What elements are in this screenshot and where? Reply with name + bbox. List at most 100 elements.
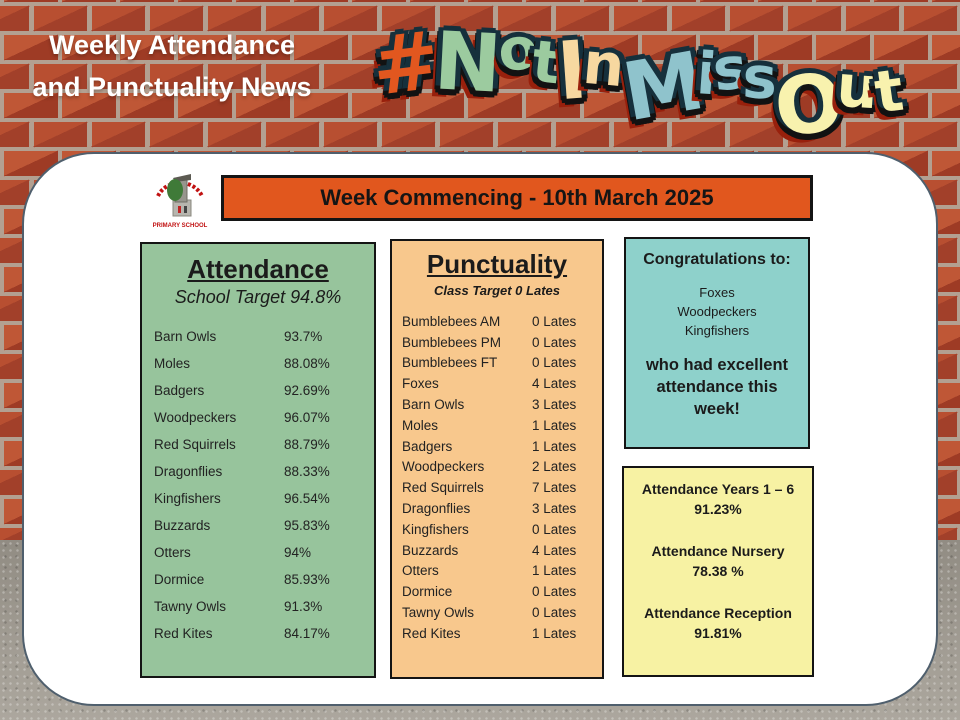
punctuality-row: Barn Owls 3 Lates (402, 394, 592, 415)
attendance-total-group: Attendance Nursery 78.38 % (630, 541, 806, 581)
attendance-row: Tawny Owls 91.3% (154, 593, 362, 620)
lates-value: 7 Lates (532, 480, 577, 496)
class-name: Badgers (402, 438, 453, 454)
attendance-total-value: 91.23% (694, 501, 742, 517)
class-name: Foxes (402, 376, 439, 392)
class-name: Red Squirrels (154, 437, 236, 452)
punctuality-row: Dragonflies 3 Lates (402, 498, 592, 519)
attendance-row: Moles 88.08% (154, 350, 362, 377)
school-logo-mark-red (178, 206, 181, 213)
class-name: Barn Owls (402, 397, 465, 413)
lates-value: 1 Lates (532, 438, 577, 454)
class-name: Kingfishers (402, 521, 469, 537)
punctuality-row: Bumblebees FT 0 Lates (402, 353, 592, 374)
page-title: Weekly Attendance and Punctuality News (16, 24, 328, 108)
punctuality-row: Woodpeckers 2 Lates (402, 457, 592, 478)
class-name: Otters (154, 545, 191, 560)
punctuality-row: Buzzards 4 Lates (402, 540, 592, 561)
lates-value: 1 Lates (532, 417, 577, 433)
attendance-value: 96.07% (284, 410, 330, 425)
class-name: Kingfishers (154, 491, 221, 506)
logo-word: # (367, 12, 445, 113)
punctuality-row: Moles 1 Lates (402, 415, 592, 436)
class-name: Moles (154, 356, 191, 371)
lates-value: 0 Lates (532, 605, 577, 621)
class-name: Bumblebees AM (402, 313, 501, 329)
school-logo-caption: PRIMARY SCHOOL (153, 223, 208, 229)
attendance-row: Badgers 92.69% (154, 377, 362, 404)
attendance-totals-panel: Attendance Years 1 – 6 91.23% Attendance… (622, 466, 814, 677)
attendance-total-label: Attendance Nursery (651, 543, 785, 559)
attendance-value: 84.17% (284, 626, 330, 641)
lates-value: 2 Lates (532, 459, 577, 475)
class-name: Buzzards (402, 542, 459, 558)
congratulated-class: Kingfishers (684, 323, 750, 338)
attendance-row: Dragonflies 88.33% (154, 458, 362, 485)
lates-value: 0 Lates (532, 334, 577, 350)
class-name: Dragonflies (402, 501, 471, 517)
lates-value: 4 Lates (532, 542, 577, 558)
punctuality-row: Dormice 0 Lates (402, 581, 592, 602)
class-name: Red Kites (402, 625, 461, 641)
lates-value: 4 Lates (532, 376, 577, 392)
week-banner: Week Commencing - 10th March 2025 (221, 175, 813, 221)
class-name: Tawny Owls (154, 599, 227, 614)
attendance-row: Kingfishers 96.54% (154, 485, 362, 512)
class-name: Dormice (154, 572, 205, 587)
attendance-row: Woodpeckers 96.07% (154, 404, 362, 431)
punctuality-row: Red Kites 1 Lates (402, 623, 592, 644)
punctuality-title: Punctuality (426, 249, 568, 279)
logo-letter: N (431, 14, 504, 111)
class-name: Bumblebees PM (402, 334, 502, 350)
punctuality-row: Badgers 1 Lates (402, 436, 592, 457)
lates-value: 0 Lates (532, 521, 577, 537)
attendance-total-value: 91.81% (694, 625, 742, 641)
punctuality-row: Red Squirrels 7 Lates (402, 477, 592, 498)
attendance-row: Red Squirrels 88.79% (154, 431, 362, 458)
attendance-row: Buzzards 95.83% (154, 512, 362, 539)
attendance-total-label: Attendance Years 1 – 6 (641, 481, 795, 497)
attendance-panel: Attendance School Target 94.8% Barn Owls… (140, 242, 376, 678)
attendance-total-value: 78.38 % (692, 563, 744, 579)
class-name: Red Kites (154, 626, 213, 641)
class-name: Buzzards (154, 518, 211, 533)
class-name: Woodpeckers (402, 459, 485, 475)
school-logo-mark-dark (184, 206, 187, 213)
attendance-row: Otters 94% (154, 539, 362, 566)
lates-value: 1 Lates (532, 563, 577, 579)
attendance-value: 96.54% (284, 491, 330, 506)
attendance-value: 88.33% (284, 464, 330, 479)
attendance-rows: Barn Owls 93.7% Moles 88.08% Badgers 92.… (154, 323, 362, 647)
congratulations-panel: Congratulations to: Foxes Woodpeckers Ki… (624, 237, 810, 449)
page-title-line2: and Punctuality News (32, 72, 312, 102)
attendance-title: Attendance (187, 254, 329, 284)
attendance-value: 85.93% (284, 572, 330, 587)
punctuality-row: Bumblebees AM 0 Lates (402, 311, 592, 332)
school-logo: PRIMARY SCHOOL (153, 174, 208, 229)
lates-value: 3 Lates (532, 397, 577, 413)
attendance-value: 92.69% (284, 383, 330, 398)
attendance-row: Dormice 85.93% (154, 566, 362, 593)
lates-value: 1 Lates (532, 625, 577, 641)
attendance-row: Barn Owls 93.7% (154, 323, 362, 350)
class-name: Woodpeckers (154, 410, 237, 425)
congratulated-class: Foxes (699, 285, 735, 300)
attendance-value: 88.79% (284, 437, 330, 452)
attendance-value: 94% (284, 545, 312, 560)
punctuality-row: Tawny Owls 0 Lates (402, 602, 592, 623)
congratulations-heading: Congratulations to: (643, 251, 791, 268)
school-logo-tree (167, 179, 183, 201)
lates-value: 0 Lates (532, 355, 577, 371)
class-name: Red Squirrels (402, 480, 484, 496)
attendance-total-label: Attendance Reception (644, 605, 792, 621)
class-name: Bumblebees FT (402, 355, 498, 371)
attendance-total-group: Attendance Reception 91.81% (630, 603, 806, 643)
attendance-target: School Target 94.8% (174, 287, 342, 307)
class-name: Otters (402, 563, 439, 579)
congratulations-names: Foxes Woodpeckers Kingfishers (634, 283, 800, 340)
attendance-total-group: Attendance Years 1 – 6 91.23% (630, 479, 806, 519)
